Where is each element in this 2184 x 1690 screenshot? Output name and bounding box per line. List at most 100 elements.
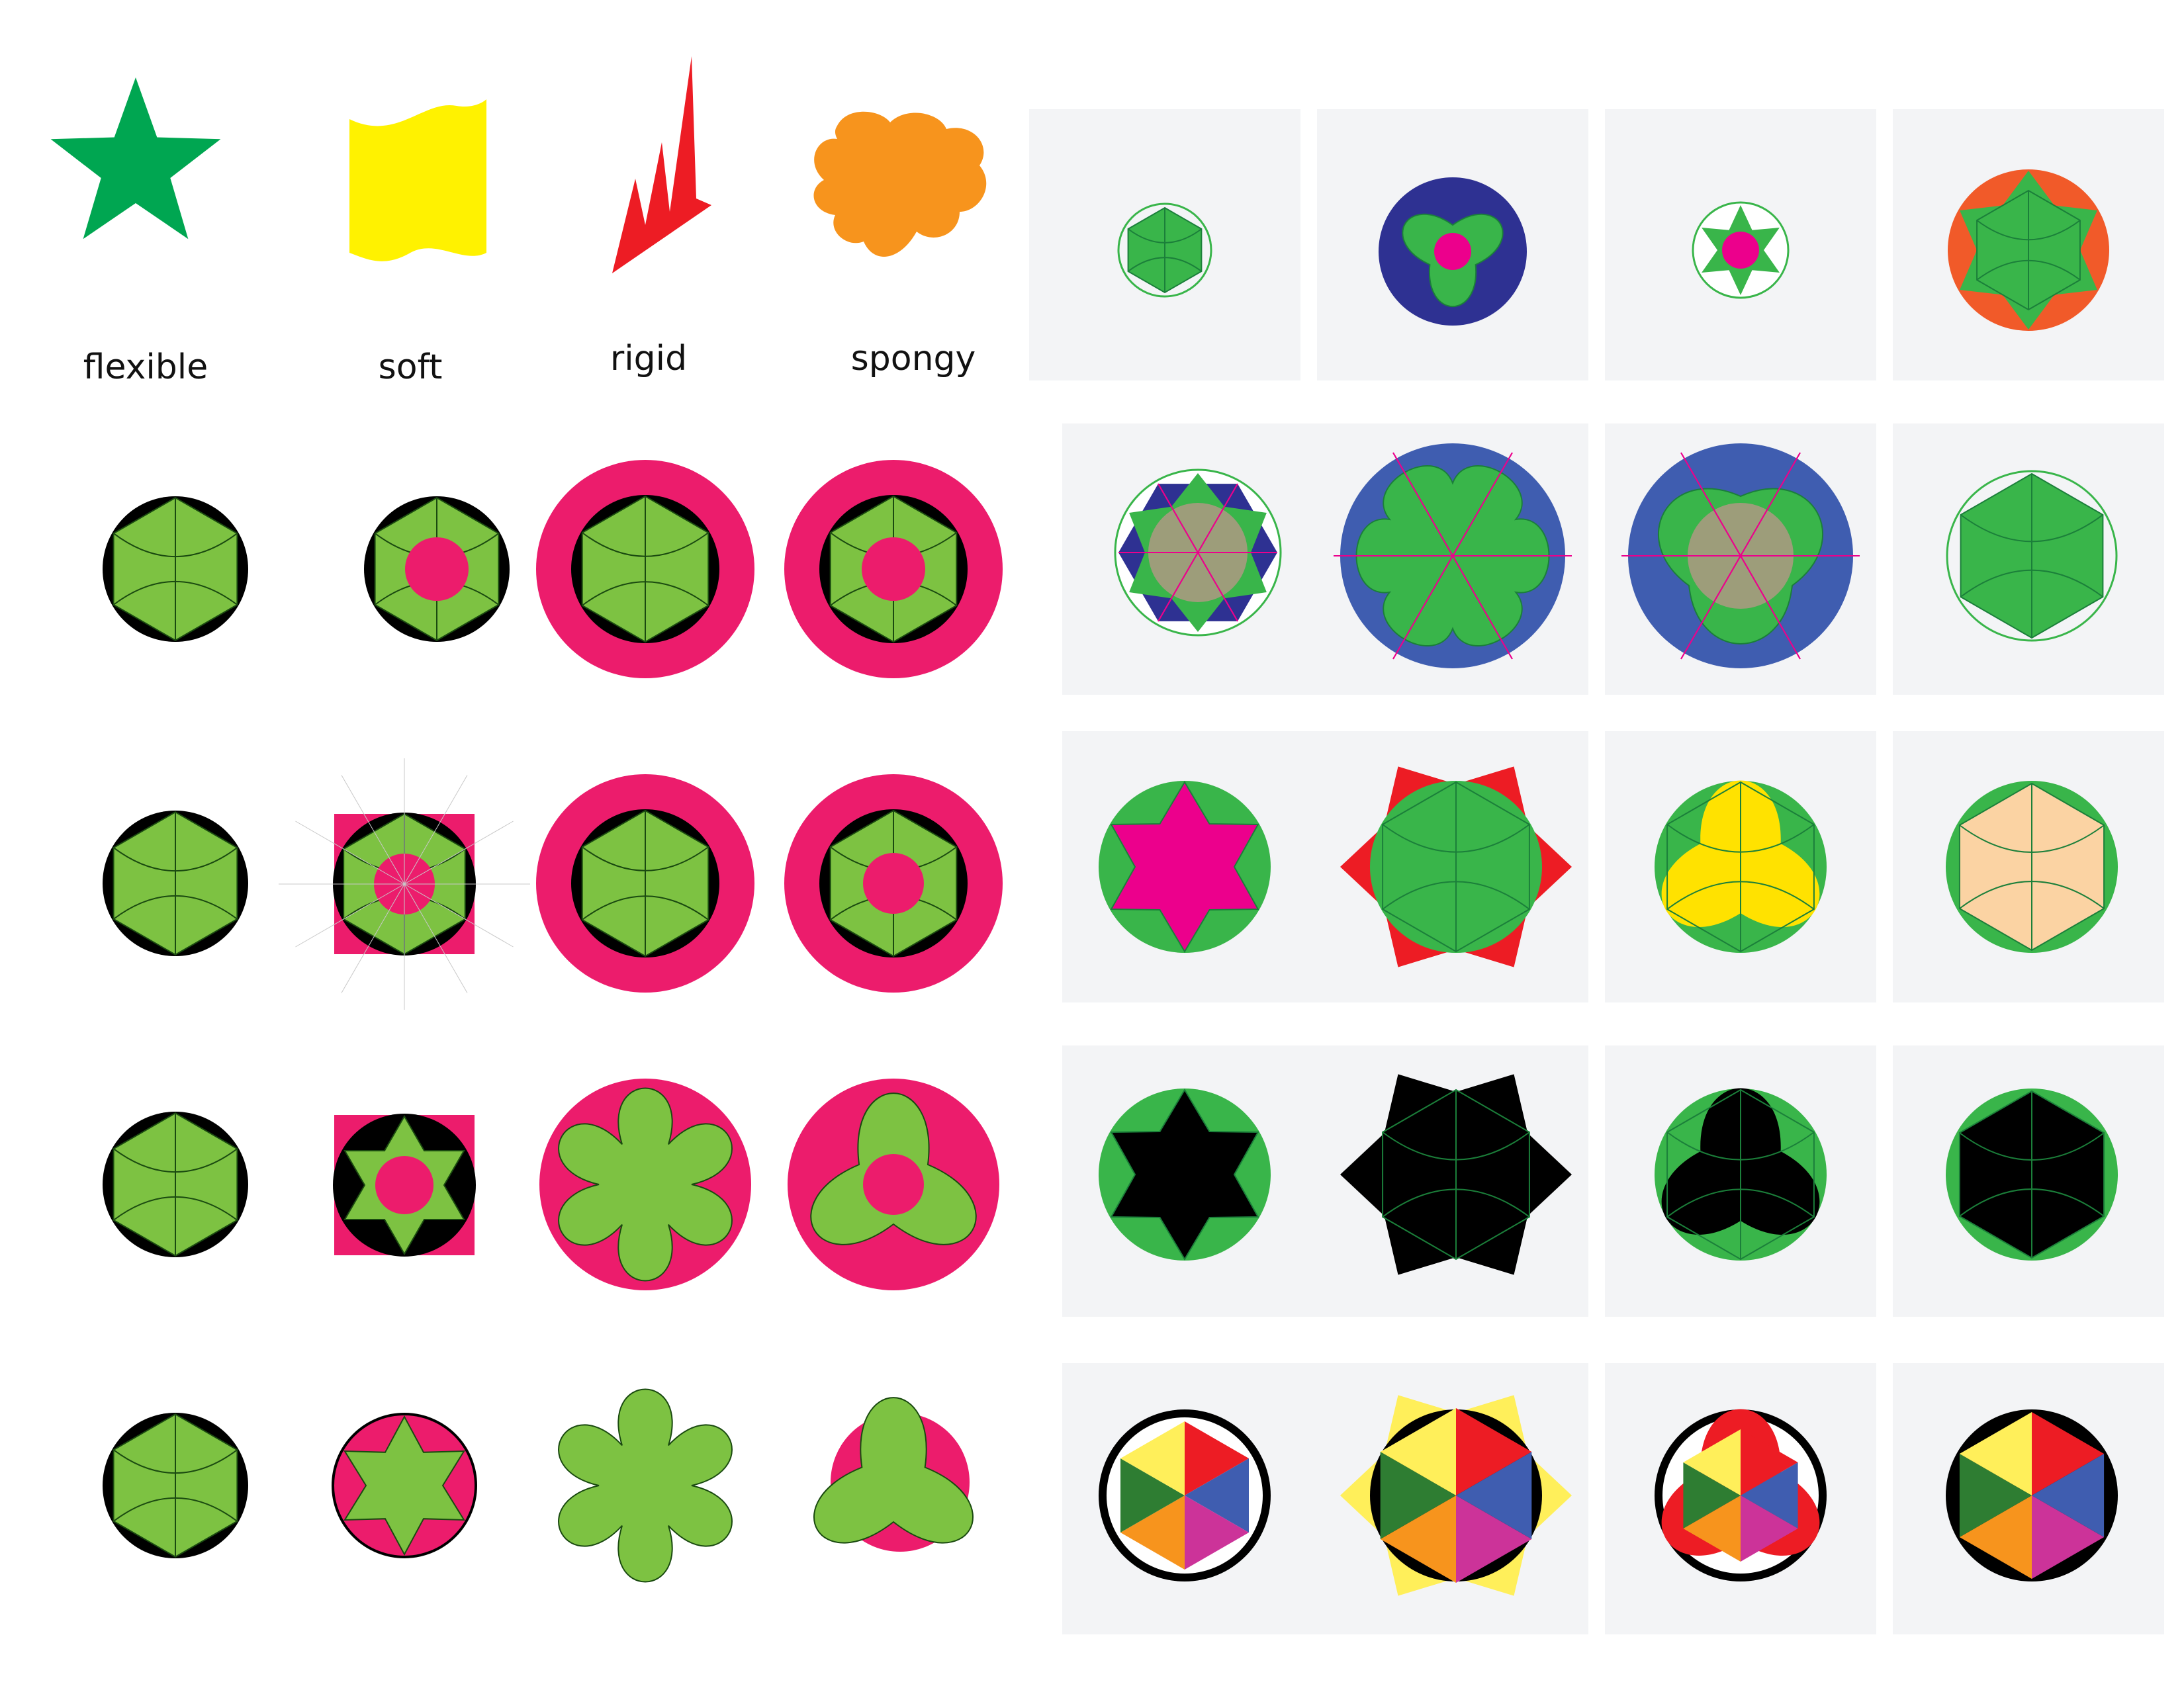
hex-arc (113, 1497, 238, 1522)
green-flower (558, 1388, 733, 1583)
color-wedge (1741, 1429, 1798, 1495)
color-wedge (1380, 1495, 1456, 1583)
row3-black-hex (103, 1112, 248, 1257)
guide-line (295, 821, 405, 885)
r1c0 (1114, 468, 1282, 637)
r3c1 (1340, 1074, 1572, 1275)
row4-black-hex (103, 1413, 248, 1558)
row2-square-hex (279, 758, 530, 1010)
r2c0 (1099, 781, 1271, 953)
color-wedge (1959, 1495, 2032, 1579)
hex-arc (113, 1196, 238, 1221)
icon-spikes-rigid (612, 56, 711, 273)
label-soft: soft (378, 347, 443, 387)
hex-arc (1959, 881, 2105, 909)
color-wedge (2032, 1495, 2105, 1579)
outline-circle (1946, 470, 2118, 642)
hex-arc (582, 846, 709, 871)
hex-arc (113, 847, 238, 871)
row1-pink-ring (536, 460, 754, 678)
hex-arc (582, 895, 709, 920)
r0c3 (1948, 169, 2109, 331)
color-wedge (1185, 1458, 1249, 1533)
pink-dot (863, 853, 924, 914)
r1c2 (1621, 443, 1860, 668)
magenta-dot (1434, 233, 1471, 270)
r3c3 (1946, 1089, 2118, 1261)
color-wedge (1741, 1495, 1798, 1562)
spikes-icon (612, 56, 711, 273)
guide-line (341, 883, 405, 993)
row4-star-disc (332, 1413, 477, 1558)
row2-pink-ring (536, 774, 754, 993)
color-wedge (1456, 1495, 1532, 1583)
hex-arc (1382, 1188, 1530, 1218)
r4c1 (1340, 1395, 1572, 1596)
hex-arc (1382, 1132, 1530, 1161)
black-star (1110, 1089, 1259, 1261)
row2-black-hex (103, 811, 248, 956)
black-outline (332, 1413, 477, 1558)
hex-arc (1382, 824, 1530, 853)
row1-pink-ring-dot (784, 460, 1003, 678)
hex-arc (1127, 257, 1203, 272)
r2c2 (1655, 780, 1827, 953)
row3-trefoil (788, 1079, 999, 1290)
hex-arc (113, 1449, 238, 1474)
hex-arc (582, 581, 709, 606)
guide-line (295, 883, 405, 948)
pink-dot (405, 537, 469, 601)
r0c0 (1117, 202, 1212, 298)
r2c3 (1946, 781, 2118, 953)
r0c2 (1692, 201, 1790, 299)
color-wedge (1959, 1412, 2032, 1495)
guide-line (404, 883, 514, 948)
guide-line (1680, 452, 1801, 660)
r4c2 (1655, 1409, 1827, 1581)
label-spongy: spongy (850, 339, 976, 378)
r4c0 (1099, 1409, 1271, 1581)
outline-circle (1117, 202, 1212, 298)
row3-flower (539, 1079, 751, 1290)
pink-dot (375, 1156, 433, 1214)
color-wedge (1959, 1454, 2032, 1537)
color-wedge (1185, 1421, 1249, 1495)
color-wedge (1120, 1421, 1185, 1495)
guide-line (1392, 452, 1513, 660)
hex-arc (113, 1148, 238, 1173)
color-wedge (1683, 1495, 1741, 1562)
magenta-dot (1722, 232, 1759, 269)
label-rigid: rigid (610, 339, 688, 378)
hex-arc (1960, 569, 2103, 598)
row1-black-hex (103, 496, 248, 642)
row3-square-star (333, 1114, 476, 1257)
row4-flower (558, 1388, 733, 1583)
green-trefoil (813, 1397, 974, 1544)
hex-arc (113, 581, 238, 605)
icon-wave-soft (349, 99, 486, 261)
color-wedge (1456, 1452, 1532, 1539)
color-wedge (1683, 1429, 1741, 1495)
hex-arc (113, 533, 238, 557)
color-wedge (1120, 1458, 1185, 1533)
icon-blob-spongy (813, 111, 987, 257)
pink-dot (862, 537, 925, 601)
hex-arc (1959, 1132, 2105, 1161)
r1c1 (1334, 443, 1572, 668)
hex-arc (582, 532, 709, 557)
color-wedge (1380, 1408, 1456, 1495)
color-wedge (1185, 1495, 1249, 1570)
blob-icon (813, 111, 987, 257)
r3c2 (1655, 1088, 1827, 1261)
hex-arc (1960, 514, 2103, 543)
hex-arc (1127, 228, 1203, 244)
green-flower (558, 1087, 733, 1282)
color-wedge (1120, 1495, 1185, 1570)
hex-arc (1959, 824, 2105, 853)
pink-dot (863, 1154, 924, 1215)
color-wedge (1683, 1462, 1741, 1529)
hex-arc (1666, 881, 1815, 910)
icon-star-flexible (50, 77, 221, 240)
hex-arc (1666, 824, 1815, 853)
